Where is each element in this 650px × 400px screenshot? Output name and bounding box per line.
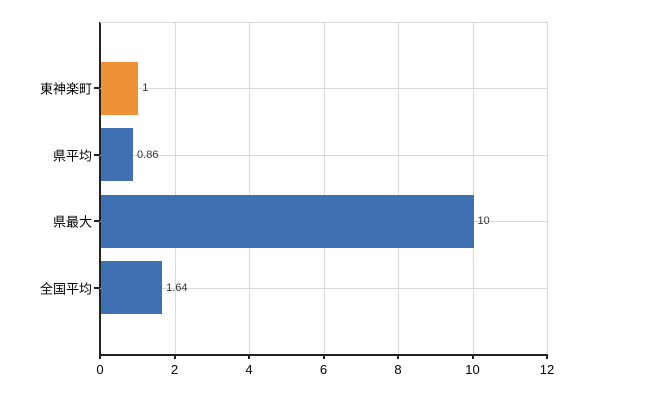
gridline-vertical [249, 22, 250, 354]
bar [101, 194, 474, 248]
gridline-vertical [174, 22, 176, 354]
y-axis-tick [94, 286, 100, 289]
x-axis-tick [397, 354, 399, 359]
category-label: 県平均 [52, 148, 92, 164]
gridline-vertical [323, 22, 325, 354]
x-axis-tick-label: 12 [539, 362, 555, 377]
bar [101, 128, 134, 182]
x-axis-tick-label: 4 [245, 362, 253, 377]
x-axis-tick-label: 10 [465, 362, 480, 377]
y-axis-tick [94, 220, 100, 223]
y-axis-tick [94, 153, 100, 156]
bar-value-label: 1.64 [166, 281, 188, 294]
x-axis-tick [322, 354, 325, 359]
gridline-horizontal [100, 287, 547, 289]
gridline-vertical [472, 22, 474, 354]
bar-value-label: 0.86 [137, 148, 159, 161]
x-axis-tick-label: 2 [170, 362, 179, 377]
bar [101, 61, 139, 115]
y-axis-line [98, 22, 101, 356]
x-axis-tick [99, 354, 101, 359]
x-axis-tick-label: 8 [394, 362, 402, 377]
gridline-horizontal [100, 154, 547, 156]
x-axis-tick-label: 0 [96, 362, 104, 377]
x-axis-tick [248, 354, 250, 359]
gridline-vertical [398, 22, 399, 354]
bar [101, 261, 163, 315]
bar-value-label: 10 [477, 215, 490, 228]
x-axis-tick-label: 6 [319, 362, 328, 377]
y-axis-tick [94, 87, 100, 90]
gridline-vertical [547, 22, 548, 354]
category-label: 県最大 [52, 214, 92, 230]
category-label: 全国平均 [39, 281, 92, 297]
bar-value-label: 1 [142, 82, 149, 95]
x-axis-tick [546, 354, 548, 359]
gridline-horizontal [100, 88, 547, 90]
category-label: 東神楽町 [39, 81, 92, 97]
x-axis-tick [471, 354, 474, 359]
x-axis-tick [173, 354, 176, 359]
